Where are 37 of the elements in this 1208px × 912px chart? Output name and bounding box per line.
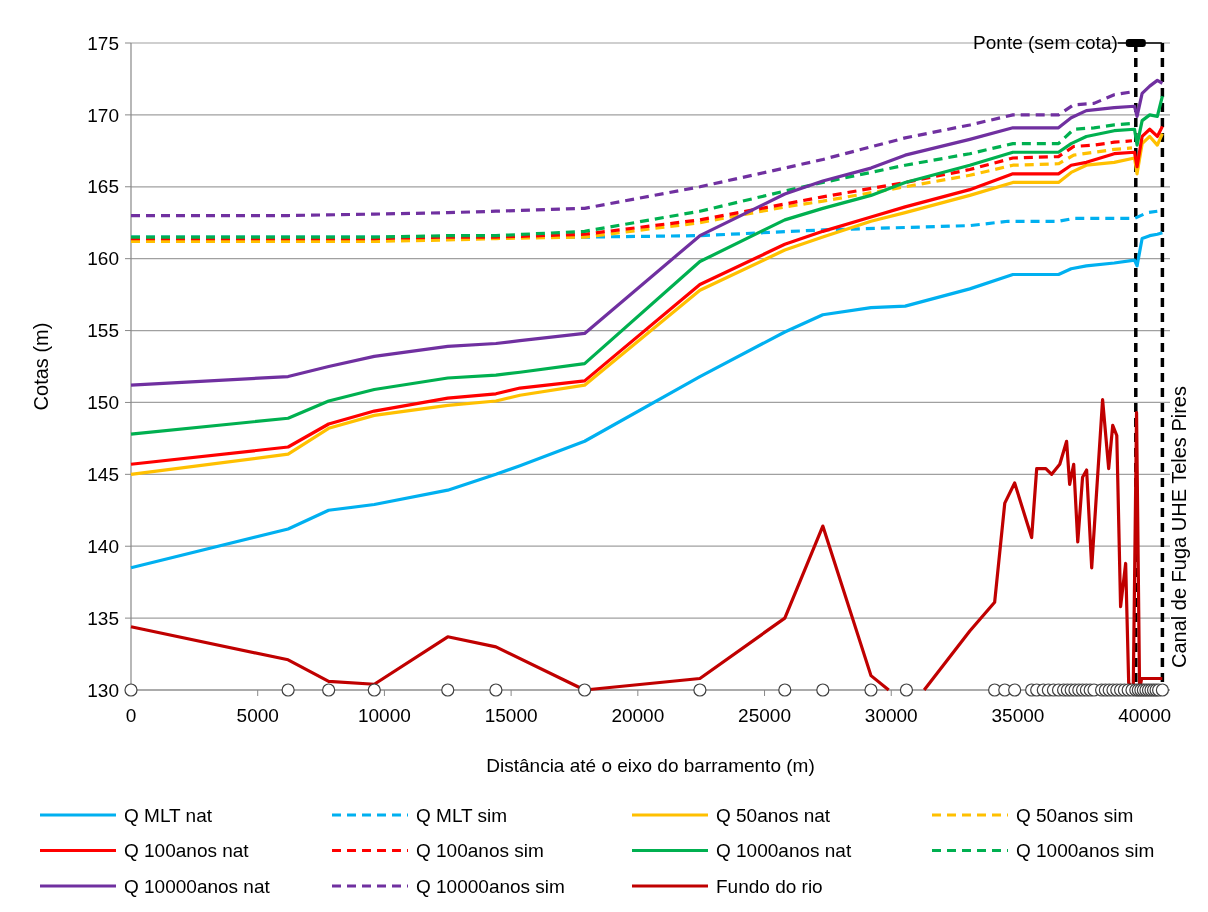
y-tick-label: 135: [87, 607, 119, 629]
x-tick-label: 35000: [991, 705, 1045, 726]
line-series: [129, 78, 1164, 387]
y-tick-label: 165: [87, 176, 119, 198]
legend-label: Q 1000anos sim: [1016, 840, 1155, 862]
x-tick-label: 10000: [357, 705, 411, 726]
legend-label: Q MLT nat: [124, 804, 213, 826]
legend-label: Q 10000anos nat: [124, 875, 271, 897]
y-tick-label: 155: [87, 320, 119, 342]
x-tick-label: 20000: [611, 705, 665, 726]
legend-label: Q 10000anos sim: [416, 875, 565, 897]
y-tick-label: 160: [87, 248, 119, 270]
y-tick-label: 130: [87, 679, 119, 701]
x-tick-label: 25000: [738, 705, 791, 726]
x-axis-title: Distância até o eixo do barramento (m): [486, 755, 815, 776]
legend-label: Fundo do rio: [716, 875, 823, 897]
y-tick-label: 145: [87, 463, 119, 485]
legend-label: Q 100anos sim: [416, 840, 544, 862]
line-series: [129, 231, 1164, 570]
legend-label: Q 50anos nat: [716, 804, 831, 826]
line-series: [129, 94, 1164, 436]
x-tick-label: 15000: [484, 705, 538, 726]
y-tick-label: 140: [87, 535, 119, 557]
legend-label: Q MLT sim: [416, 804, 508, 826]
y-tick-label: 175: [87, 32, 119, 54]
y-tick-label: 150: [87, 392, 119, 414]
legend-label: Q 50anos sim: [1016, 804, 1134, 826]
x-tick-label: 30000: [864, 705, 918, 726]
x-tick-label: 40000: [1118, 705, 1172, 726]
legend-label: Q 100anos nat: [124, 840, 250, 862]
ref-line-label: Canal de Fuga UHE Teles Pires: [1168, 386, 1191, 668]
x-tick-label: 5000: [236, 705, 279, 726]
x-tick-label: 0: [125, 705, 137, 726]
legend-label: Q 1000anos nat: [716, 840, 852, 862]
y-axis-title: Cotas (m): [30, 322, 52, 411]
y-tick-label: 170: [87, 104, 119, 126]
ref-line-label: Ponte (sem cota): [973, 32, 1118, 53]
